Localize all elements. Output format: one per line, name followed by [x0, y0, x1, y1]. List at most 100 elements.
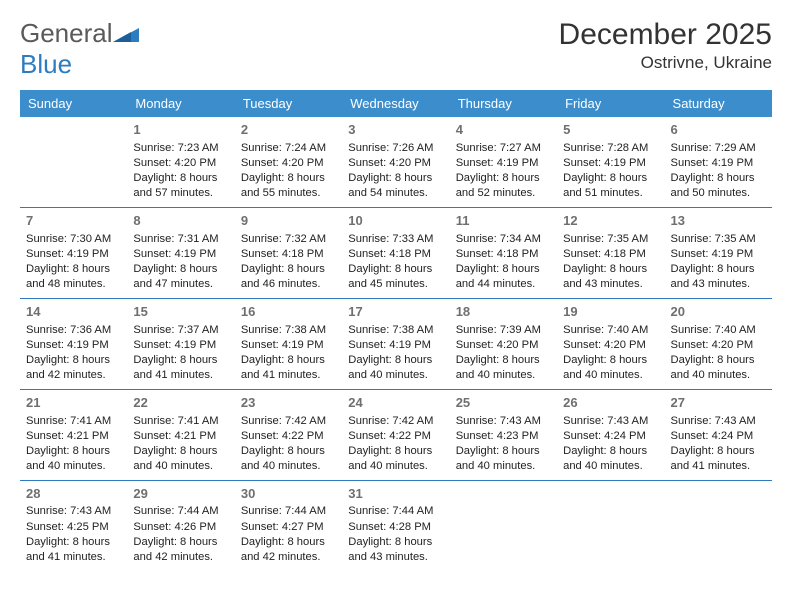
calendar-day-cell: 21Sunrise: 7:41 AMSunset: 4:21 PMDayligh…: [20, 389, 127, 480]
calendar-week-row: .1Sunrise: 7:23 AMSunset: 4:20 PMDayligh…: [20, 117, 772, 207]
day-number: 29: [133, 485, 228, 503]
day-number: 15: [133, 303, 228, 321]
day-details: Sunrise: 7:35 AMSunset: 4:18 PMDaylight:…: [563, 232, 658, 292]
sunrise-text: Sunrise: 7:41 AM: [133, 414, 228, 429]
sunset-text: Sunset: 4:21 PM: [133, 429, 228, 444]
calendar-day-cell: .: [20, 117, 127, 207]
calendar-day-cell: 25Sunrise: 7:43 AMSunset: 4:23 PMDayligh…: [450, 389, 557, 480]
calendar-table: Sunday Monday Tuesday Wednesday Thursday…: [20, 90, 772, 571]
sunset-text: Sunset: 4:20 PM: [456, 338, 551, 353]
day-details: Sunrise: 7:38 AMSunset: 4:19 PMDaylight:…: [348, 323, 443, 383]
daylight-text: Daylight: 8 hours and 40 minutes.: [563, 444, 658, 474]
sunrise-text: Sunrise: 7:24 AM: [241, 141, 336, 156]
sunset-text: Sunset: 4:20 PM: [133, 156, 228, 171]
daylight-text: Daylight: 8 hours and 57 minutes.: [133, 171, 228, 201]
day-details: Sunrise: 7:42 AMSunset: 4:22 PMDaylight:…: [348, 414, 443, 474]
sunrise-text: Sunrise: 7:36 AM: [26, 323, 121, 338]
sunset-text: Sunset: 4:19 PM: [563, 156, 658, 171]
daylight-text: Daylight: 8 hours and 47 minutes.: [133, 262, 228, 292]
sunset-text: Sunset: 4:20 PM: [241, 156, 336, 171]
calendar-day-cell: 6Sunrise: 7:29 AMSunset: 4:19 PMDaylight…: [665, 117, 772, 207]
calendar-body: .1Sunrise: 7:23 AMSunset: 4:20 PMDayligh…: [20, 117, 772, 571]
calendar-day-cell: 7Sunrise: 7:30 AMSunset: 4:19 PMDaylight…: [20, 207, 127, 298]
day-number: 14: [26, 303, 121, 321]
sunset-text: Sunset: 4:19 PM: [241, 338, 336, 353]
logo-triangle-icon: [113, 18, 139, 49]
sunset-text: Sunset: 4:25 PM: [26, 520, 121, 535]
daylight-text: Daylight: 8 hours and 50 minutes.: [671, 171, 766, 201]
daylight-text: Daylight: 8 hours and 51 minutes.: [563, 171, 658, 201]
day-details: Sunrise: 7:40 AMSunset: 4:20 PMDaylight:…: [671, 323, 766, 383]
sunrise-text: Sunrise: 7:34 AM: [456, 232, 551, 247]
day-details: Sunrise: 7:38 AMSunset: 4:19 PMDaylight:…: [241, 323, 336, 383]
title-block: December 2025 Ostrivne, Ukraine: [559, 18, 772, 73]
calendar-day-cell: 9 Sunrise: 7:32 AMSunset: 4:18 PMDaylight…: [235, 207, 342, 298]
sunset-text: Sunset: 4:18 PM: [348, 247, 443, 262]
day-details: Sunrise: 7:36 AMSunset: 4:19 PMDaylight:…: [26, 323, 121, 383]
sunset-text: Sunset: 4:27 PM: [241, 520, 336, 535]
daylight-text: Daylight: 8 hours and 40 minutes.: [456, 353, 551, 383]
daylight-text: Daylight: 8 hours and 43 minutes.: [563, 262, 658, 292]
day-number: 18: [456, 303, 551, 321]
month-title: December 2025: [559, 18, 772, 51]
day-number: 21: [26, 394, 121, 412]
calendar-day-cell: 24 Sunrise: 7:42 AMSunset: 4:22 PMDayligh…: [342, 389, 449, 480]
sunset-text: Sunset: 4:18 PM: [456, 247, 551, 262]
daylight-text: Daylight: 8 hours and 40 minutes.: [456, 444, 551, 474]
daylight-text: Daylight: 8 hours and 45 minutes.: [348, 262, 443, 292]
calendar-week-row: 7Sunrise: 7:30 AMSunset: 4:19 PMDaylight…: [20, 207, 772, 298]
weekday-header: Wednesday: [342, 90, 449, 117]
daylight-text: Daylight: 8 hours and 42 minutes.: [26, 353, 121, 383]
sunrise-text: Sunrise: 7:38 AM: [241, 323, 336, 338]
day-number: 9: [241, 212, 336, 230]
sunrise-text: Sunrise: 7:33 AM: [348, 232, 443, 247]
sunrise-text: Sunrise: 7:26 AM: [348, 141, 443, 156]
day-number: 24: [348, 394, 443, 412]
daylight-text: Daylight: 8 hours and 46 minutes.: [241, 262, 336, 292]
day-details: Sunrise: 7:27 AMSunset: 4:19 PMDaylight:…: [456, 141, 551, 201]
calendar-day-cell: 3Sunrise: 7:26 AMSunset: 4:20 PMDaylight…: [342, 117, 449, 207]
logo: General Blue: [20, 18, 139, 80]
calendar-day-cell: 18 Sunrise: 7:39 AMSunset: 4:20 PMDayligh…: [450, 298, 557, 389]
daylight-text: Daylight: 8 hours and 54 minutes.: [348, 171, 443, 201]
day-details: Sunrise: 7:43 AMSunset: 4:24 PMDaylight:…: [671, 414, 766, 474]
sunrise-text: Sunrise: 7:31 AM: [133, 232, 228, 247]
calendar-day-cell: 16Sunrise: 7:38 AMSunset: 4:19 PMDayligh…: [235, 298, 342, 389]
day-details: Sunrise: 7:41 AMSunset: 4:21 PMDaylight:…: [133, 414, 228, 474]
calendar-week-row: 21Sunrise: 7:41 AMSunset: 4:21 PMDayligh…: [20, 389, 772, 480]
calendar-day-cell: 22Sunrise: 7:41 AMSunset: 4:21 PMDayligh…: [127, 389, 234, 480]
sunrise-text: Sunrise: 7:23 AM: [133, 141, 228, 156]
calendar-day-cell: 28Sunrise: 7:43 AMSunset: 4:25 PMDayligh…: [20, 480, 127, 570]
daylight-text: Daylight: 8 hours and 44 minutes.: [456, 262, 551, 292]
sunset-text: Sunset: 4:19 PM: [26, 247, 121, 262]
day-details: Sunrise: 7:31 AMSunset: 4:19 PMDaylight:…: [133, 232, 228, 292]
calendar-day-cell: 27Sunrise: 7:43 AMSunset: 4:24 PMDayligh…: [665, 389, 772, 480]
weekday-header: Friday: [557, 90, 664, 117]
daylight-text: Daylight: 8 hours and 52 minutes.: [456, 171, 551, 201]
sunrise-text: Sunrise: 7:39 AM: [456, 323, 551, 338]
day-details: Sunrise: 7:44 AMSunset: 4:26 PMDaylight:…: [133, 504, 228, 564]
sunset-text: Sunset: 4:20 PM: [348, 156, 443, 171]
calendar-day-cell: 1Sunrise: 7:23 AMSunset: 4:20 PMDaylight…: [127, 117, 234, 207]
day-details: Sunrise: 7:24 AMSunset: 4:20 PMDaylight:…: [241, 141, 336, 201]
sunset-text: Sunset: 4:23 PM: [456, 429, 551, 444]
sunrise-text: Sunrise: 7:32 AM: [241, 232, 336, 247]
sunset-text: Sunset: 4:22 PM: [348, 429, 443, 444]
day-number: 11: [456, 212, 551, 230]
day-details: Sunrise: 7:26 AMSunset: 4:20 PMDaylight:…: [348, 141, 443, 201]
sunset-text: Sunset: 4:22 PM: [241, 429, 336, 444]
daylight-text: Daylight: 8 hours and 40 minutes.: [348, 444, 443, 474]
daylight-text: Daylight: 8 hours and 40 minutes.: [241, 444, 336, 474]
day-details: Sunrise: 7:39 AMSunset: 4:20 PMDaylight:…: [456, 323, 551, 383]
calendar-day-cell: 10Sunrise: 7:33 AMSunset: 4:18 PMDayligh…: [342, 207, 449, 298]
sunset-text: Sunset: 4:19 PM: [671, 156, 766, 171]
calendar-day-cell: 17Sunrise: 7:38 AMSunset: 4:19 PMDayligh…: [342, 298, 449, 389]
sunset-text: Sunset: 4:18 PM: [241, 247, 336, 262]
sunset-text: Sunset: 4:19 PM: [133, 338, 228, 353]
daylight-text: Daylight: 8 hours and 40 minutes.: [26, 444, 121, 474]
day-details: Sunrise: 7:44 AMSunset: 4:27 PMDaylight:…: [241, 504, 336, 564]
calendar-day-cell: 5Sunrise: 7:28 AMSunset: 4:19 PMDaylight…: [557, 117, 664, 207]
calendar-day-cell: 26Sunrise: 7:43 AMSunset: 4:24 PMDayligh…: [557, 389, 664, 480]
sunrise-text: Sunrise: 7:41 AM: [26, 414, 121, 429]
location-label: Ostrivne, Ukraine: [559, 53, 772, 73]
